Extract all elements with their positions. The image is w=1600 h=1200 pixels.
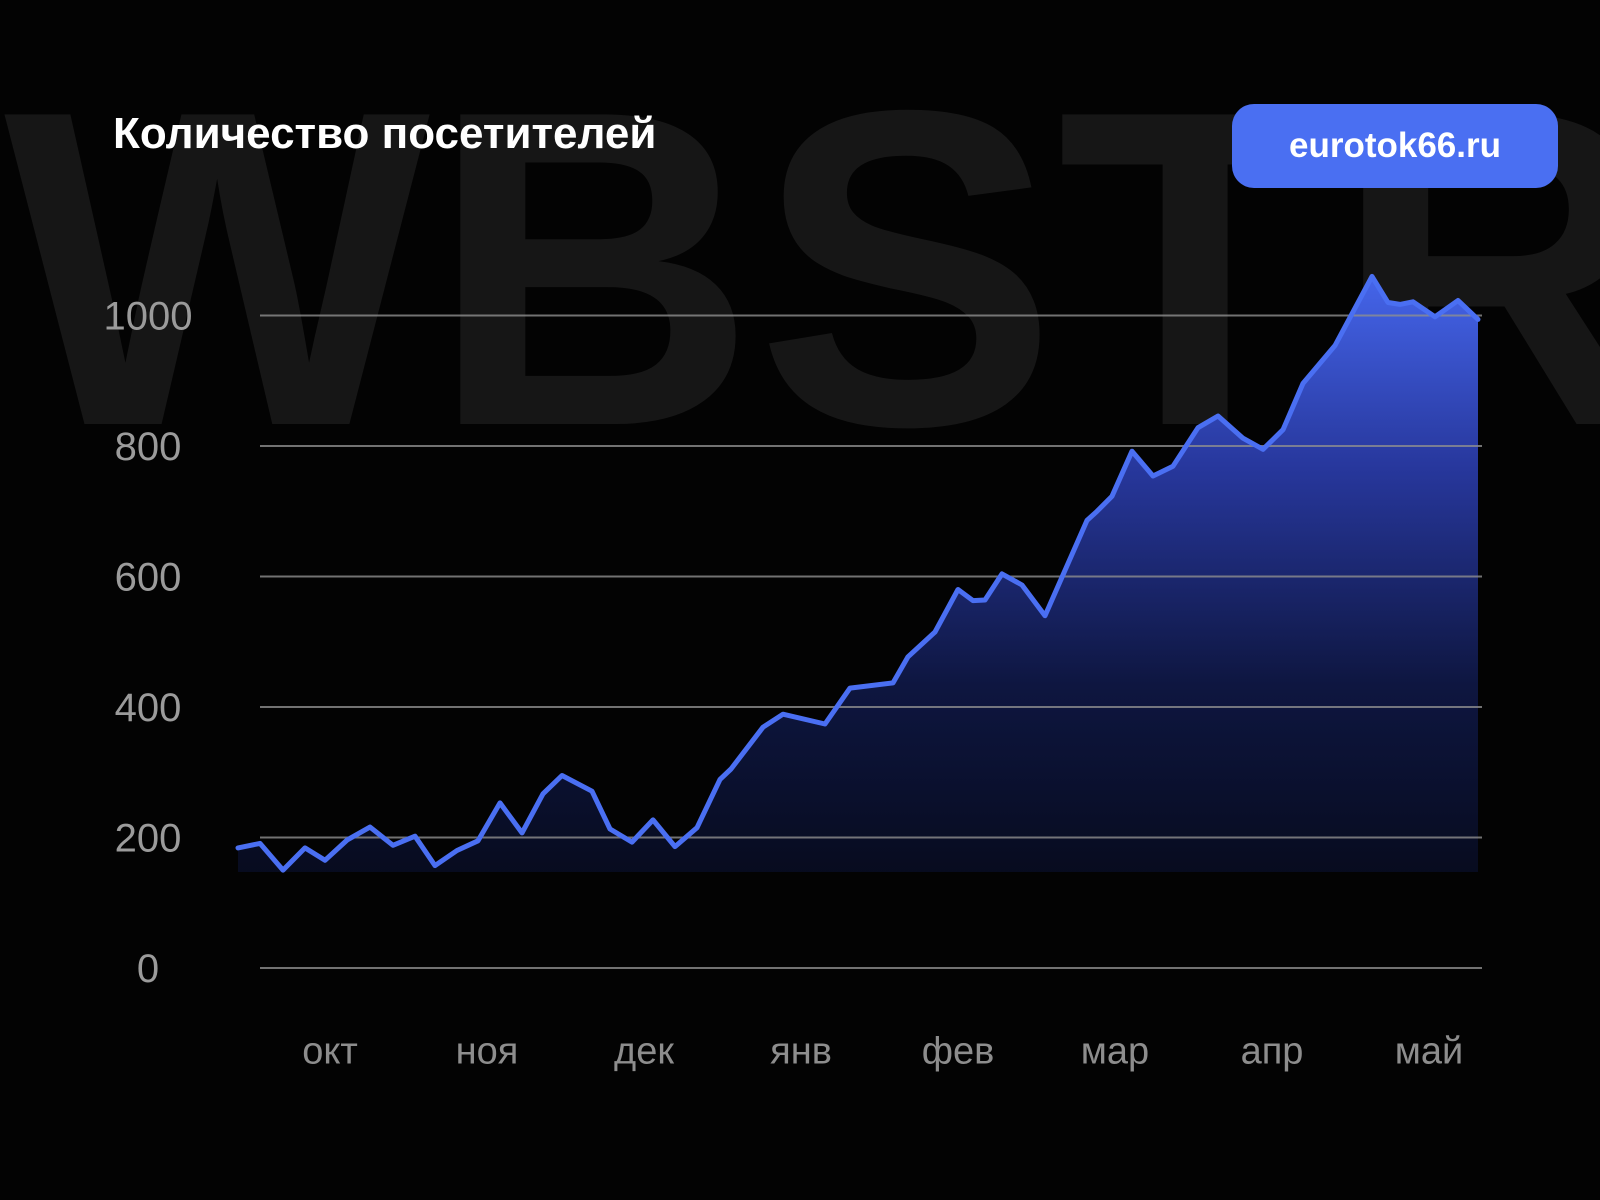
gridlines-layer: [260, 314, 1482, 969]
x-tick-label-дек: дек: [614, 1030, 674, 1072]
x-tick-label-мар: мар: [1081, 1030, 1149, 1072]
y-tick-label-0: 0: [137, 947, 159, 991]
y-tick-label-1000: 1000: [104, 295, 193, 339]
y-tick-label-800: 800: [115, 425, 182, 469]
x-tick-label-окт: окт: [302, 1030, 358, 1072]
y-tick-label-600: 600: [115, 556, 182, 600]
series-line: [235, 273, 1481, 873]
y-tick-label-400: 400: [115, 686, 182, 730]
x-tick-label-ноя: ноя: [456, 1030, 519, 1072]
x-tick-label-фев: фев: [922, 1030, 995, 1072]
page-title: Количество посетителей: [113, 109, 657, 158]
x-tick-label-май: май: [1395, 1030, 1464, 1072]
y-tick-label-200: 200: [115, 817, 182, 861]
site-badge[interactable]: eurotok66.ru: [1232, 104, 1558, 188]
series-area-fill: [238, 276, 1478, 872]
x-axis-labels: окт ноя дек янв фев мар апр май: [302, 1030, 1463, 1072]
y-axis-labels: 0 200 400 600 800 1000: [104, 295, 193, 992]
x-tick-label-апр: апр: [1241, 1030, 1304, 1072]
x-tick-label-янв: янв: [770, 1030, 832, 1072]
